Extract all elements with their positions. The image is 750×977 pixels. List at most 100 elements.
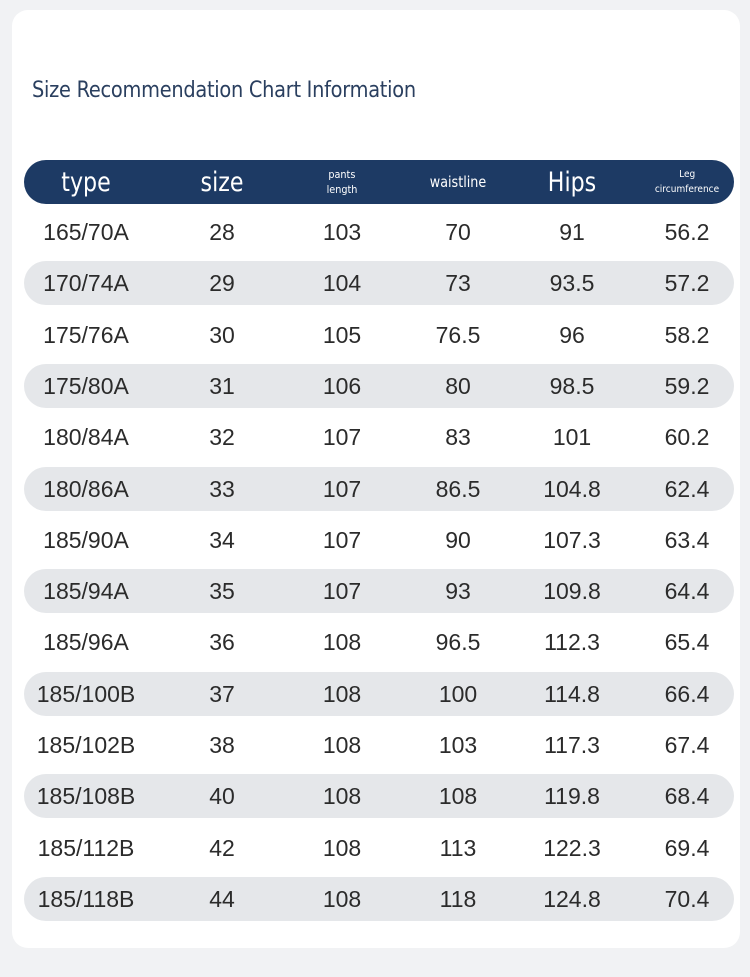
header-pants-length: pants length [324, 160, 359, 204]
header-size: size [196, 160, 248, 204]
cell-pants-length: 107 [322, 475, 362, 502]
cell-type: 175/76A [43, 321, 129, 348]
table-row: 185/100B 37 108 100 114.8 66.4 [24, 671, 734, 716]
cell-hips: 112.3 [544, 629, 600, 656]
header-type: type [56, 160, 116, 204]
cell-size: 34 [209, 526, 235, 553]
cell-waistline: 93 [445, 578, 471, 605]
cell-type: 180/84A [43, 424, 129, 451]
cell-leg-circumference: 62.4 [664, 475, 710, 502]
cell-pants-length: 108 [322, 834, 362, 861]
cell-waistline: 80 [445, 372, 471, 399]
cell-size: 42 [209, 834, 235, 861]
cell-hips: 117.3 [544, 732, 600, 758]
cell-hips: 109.8 [543, 578, 601, 605]
cell-leg-circumference: 58.2 [664, 321, 710, 348]
cell-type: 175/80A [43, 372, 129, 399]
cell-pants-length: 104 [322, 270, 362, 297]
cell-pants-length: 107 [322, 424, 362, 451]
table-row: 170/74A 29 104 73 93.5 57.2 [24, 261, 734, 306]
table-row: 185/96A 36 108 96.5 112.3 65.4 [24, 620, 734, 664]
cell-hips: 124.8 [543, 885, 601, 912]
table-row: 185/112B 42 108 113 122.3 69.4 [24, 826, 734, 870]
cell-hips: 104.8 [543, 475, 601, 502]
cell-leg-circumference: 69.4 [664, 834, 710, 861]
cell-type: 185/100B [36, 680, 136, 707]
cell-waistline: 76.5 [435, 321, 481, 348]
table-row: 175/76A 30 105 76.5 96 58.2 [24, 313, 734, 357]
cell-hips: 96 [559, 321, 585, 348]
cell-leg-circumference: 66.4 [664, 680, 710, 707]
cell-type: 185/90A [43, 526, 129, 553]
cell-type: 170/74A [43, 270, 129, 297]
cell-waistline: 70 [445, 219, 471, 245]
cell-leg-circumference: 70.4 [664, 885, 710, 912]
table-row: 185/108B 40 108 108 119.8 68.4 [24, 774, 734, 819]
cell-type: 185/118B [37, 885, 135, 912]
cell-size: 44 [209, 885, 235, 912]
cell-size: 32 [209, 424, 235, 451]
cell-leg-circumference: 64.4 [664, 578, 710, 605]
table-row: 185/90A 34 107 90 107.3 63.4 [24, 518, 734, 562]
cell-hips: 101 [552, 424, 592, 451]
cell-size: 33 [209, 475, 235, 502]
cell-waistline: 103 [438, 732, 478, 758]
cell-size: 36 [209, 629, 235, 656]
cell-leg-circumference: 60.2 [664, 424, 710, 451]
cell-waistline: 83 [445, 424, 471, 451]
table-row: 185/102B 38 108 103 117.3 67.4 [24, 723, 734, 767]
header-waistline-label: waistline [429, 173, 487, 191]
cell-waistline: 100 [438, 680, 478, 707]
cell-leg-circumference: 65.4 [664, 629, 710, 656]
table-row: 180/86A 33 107 86.5 104.8 62.4 [24, 466, 734, 511]
cell-hips: 98.5 [549, 372, 595, 399]
table-header: type size pants length waistline Hips Le… [24, 160, 734, 204]
cell-waistline: 73 [445, 270, 471, 297]
cell-size: 31 [209, 372, 235, 399]
table-row: 175/80A 31 106 80 98.5 59.2 [24, 363, 734, 408]
table-row: 165/70A 28 103 70 91 56.2 [24, 210, 734, 254]
cell-pants-length: 108 [322, 629, 362, 656]
header-pants-length-line2: length [326, 183, 358, 196]
cell-leg-circumference: 63.4 [664, 526, 710, 553]
cell-leg-circumference: 56.2 [664, 219, 710, 245]
cell-waistline: 96.5 [435, 629, 481, 656]
cell-waistline: 118 [439, 885, 477, 912]
cell-size: 40 [209, 783, 235, 810]
cell-pants-length: 108 [322, 680, 362, 707]
cell-pants-length: 103 [322, 219, 362, 245]
cell-waistline: 113 [439, 834, 477, 861]
cell-type: 185/96A [43, 629, 129, 656]
cell-hips: 119.8 [544, 783, 600, 810]
cell-pants-length: 106 [322, 372, 362, 399]
cell-pants-length: 107 [322, 526, 362, 553]
cell-leg-circumference: 59.2 [664, 372, 710, 399]
cell-size: 29 [209, 270, 235, 297]
header-leg-circumference-line2: circumference [654, 184, 720, 195]
cell-size: 30 [209, 321, 235, 348]
page-title: Size Recommendation Chart Information [32, 78, 416, 103]
cell-waistline: 86.5 [435, 475, 481, 502]
cell-type: 185/108B [36, 783, 136, 810]
cell-pants-length: 108 [322, 885, 362, 912]
table-row: 185/118B 44 108 118 124.8 70.4 [24, 876, 734, 921]
cell-type: 165/70A [43, 219, 129, 245]
cell-size: 37 [209, 680, 235, 707]
header-type-label: type [61, 166, 111, 198]
cell-leg-circumference: 68.4 [664, 783, 710, 810]
cell-size: 28 [209, 219, 235, 245]
header-hips: Hips [542, 160, 601, 204]
table-row: 180/84A 32 107 83 101 60.2 [24, 415, 734, 459]
cell-pants-length: 107 [322, 578, 362, 605]
cell-hips: 93.5 [549, 270, 595, 297]
cell-type: 185/102B [36, 732, 136, 758]
table-row: 185/94A 35 107 93 109.8 64.4 [24, 569, 734, 614]
header-waistline: waistline [425, 160, 491, 204]
cell-type: 185/94A [43, 578, 129, 605]
cell-size: 35 [209, 578, 235, 605]
cell-leg-circumference: 57.2 [664, 270, 710, 297]
cell-hips: 114.8 [544, 680, 600, 707]
cell-pants-length: 108 [322, 783, 362, 810]
header-leg-circumference: Leg circumference [651, 160, 722, 204]
cell-hips: 107.3 [543, 526, 601, 553]
